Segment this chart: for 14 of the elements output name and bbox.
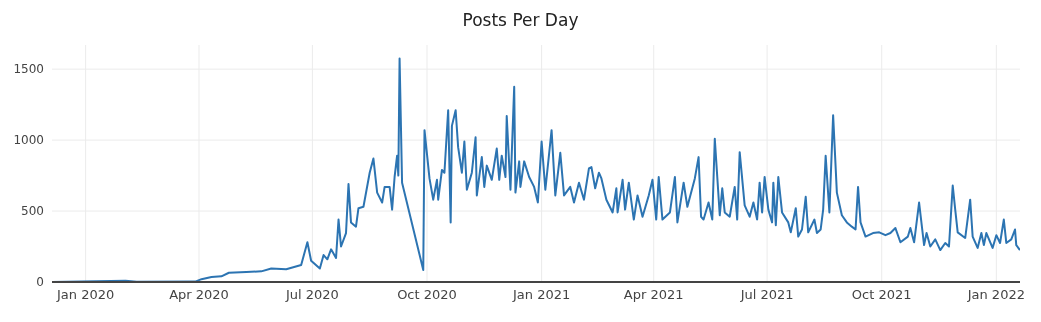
y-tick-label: 1000 [13, 133, 44, 148]
chart-title: Posts Per Day [461, 10, 580, 30]
x-tick-label: Oct 2020 [397, 287, 457, 303]
y-tick-label: 500 [21, 204, 44, 219]
x-tick-label: Oct 2021 [851, 287, 912, 303]
y-tick-label: 1500 [13, 62, 44, 77]
x-tick-label: Jul 2020 [284, 287, 339, 303]
x-tick-label: Jul 2021 [739, 287, 794, 303]
x-tick-label: Apr 2020 [169, 287, 229, 303]
y-tick-label: 0 [36, 275, 44, 290]
x-tick-label: Jan 2020 [56, 287, 115, 303]
x-tick-label: Jan 2022 [966, 287, 1025, 303]
x-tick-label: Apr 2021 [623, 287, 684, 303]
x-tick-label: Jan 2021 [511, 287, 571, 303]
